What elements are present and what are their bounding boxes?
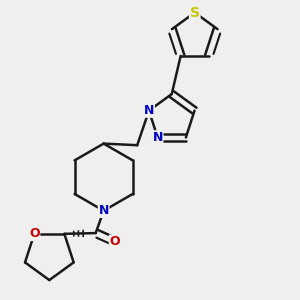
Text: N: N [98,204,109,217]
Text: S: S [190,6,200,20]
Text: N: N [152,131,163,144]
Text: O: O [110,235,120,248]
Text: N: N [144,104,154,117]
Text: O: O [29,227,40,240]
